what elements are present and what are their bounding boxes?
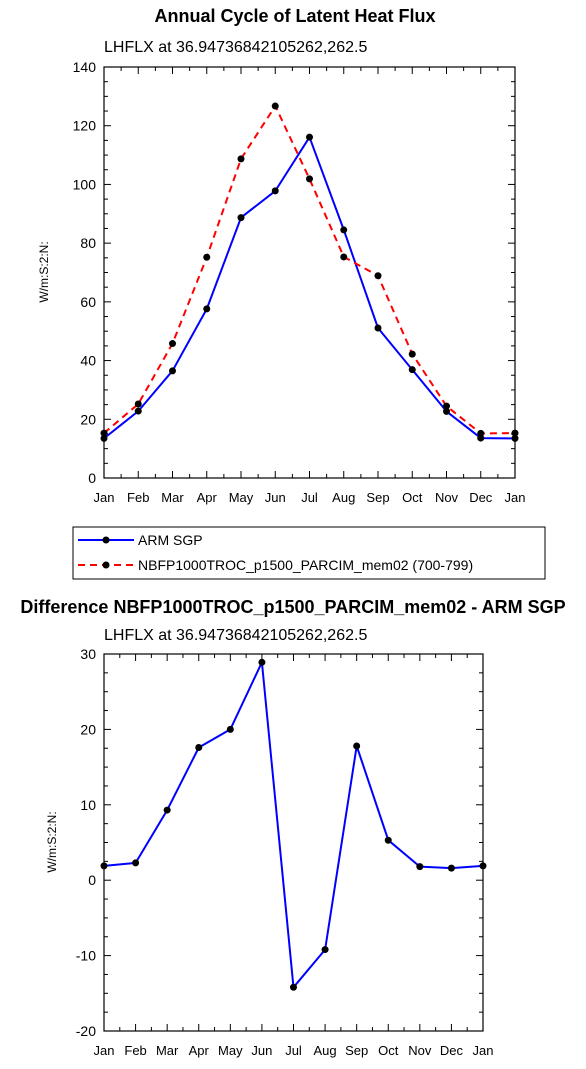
data-point-s0-1	[132, 859, 140, 867]
data-point-s0-12	[511, 434, 519, 442]
data-point-s0-3	[195, 743, 203, 751]
chart1-ylabel: W/m:S:2:N:	[37, 241, 51, 302]
data-point-s0-2	[169, 367, 176, 375]
x-tick-label: Jan	[94, 1043, 115, 1058]
data-point-s1-0	[100, 429, 108, 437]
data-point-s0-2	[163, 806, 171, 814]
data-point-s0-8	[374, 324, 382, 332]
x-tick-label: Sep	[366, 490, 389, 505]
x-tick-label: Dec	[440, 1043, 464, 1058]
legend-label-model: NBFP1000TROC_p1500_PARCIM_mem02 (700-799…	[138, 557, 473, 573]
data-point-s1-10	[443, 402, 450, 410]
x-tick-label: May	[229, 490, 254, 505]
data-point-s0-9	[408, 366, 416, 374]
y-tick-label: 60	[80, 294, 96, 310]
data-point-s1-1	[134, 400, 142, 408]
data-point-s0-5	[271, 187, 279, 195]
data-point-s1-2	[169, 340, 176, 348]
data-point-s0-9	[384, 836, 392, 844]
data-point-s0-1	[134, 407, 142, 415]
data-point-s0-7	[321, 946, 329, 954]
x-tick-label: Oct	[378, 1043, 399, 1058]
data-point-s1-11	[477, 429, 485, 437]
y-tick-label: -20	[76, 1023, 96, 1039]
series-line-0	[103, 661, 484, 989]
y-tick-label: 20	[80, 721, 96, 737]
x-tick-label: Aug	[332, 490, 355, 505]
x-tick-label: Jan	[473, 1043, 494, 1058]
x-tick-label: Apr	[197, 490, 218, 505]
y-tick-label: 20	[80, 411, 96, 427]
y-tick-label: 140	[73, 59, 97, 75]
chart2-ylabel: W/m:S:2:N:	[45, 811, 59, 872]
x-tick-label: Mar	[156, 1043, 179, 1058]
legend-box	[72, 526, 546, 580]
data-point-s0-12	[479, 862, 487, 870]
data-point-s1-4	[237, 155, 245, 163]
x-tick-label: Oct	[402, 490, 423, 505]
y-tick-label: 10	[80, 797, 96, 813]
x-tick-label: Nov	[435, 490, 459, 505]
y-tick-label: 0	[88, 470, 96, 486]
data-point-s1-12	[511, 429, 519, 437]
x-tick-label: Mar	[161, 490, 184, 505]
chart2-plot: -20 -10 0 10 20 30 Jan Feb Mar Apr May Jun Jul Aug Sep…	[76, 646, 494, 1058]
x-tick-label: Dec	[469, 490, 493, 505]
data-point-s0-7	[340, 226, 348, 234]
x-tick-label: Feb	[127, 490, 149, 505]
data-point-s0-0	[100, 862, 108, 870]
legend-marker-model	[102, 561, 110, 569]
data-point-s0-0	[100, 434, 108, 442]
x-tick-label: Jul	[285, 1043, 302, 1058]
series-line-0	[103, 136, 516, 440]
x-tick-label: Jun	[265, 490, 286, 505]
x-tick-label: Jan	[94, 490, 115, 505]
chart1-plot: 0 20 40 60 80 100 120 140 Jan Feb Mar Apr May Jun Jul A…	[73, 59, 526, 505]
x-tick-label: Aug	[314, 1043, 337, 1058]
data-point-s0-6	[290, 983, 297, 991]
data-point-s0-8	[353, 742, 361, 750]
x-tick-label: Feb	[124, 1043, 146, 1058]
y-tick-label: -10	[76, 948, 96, 964]
data-point-s0-4	[237, 214, 245, 222]
legend-label-arm: ARM SGP	[138, 532, 203, 548]
x-tick-label: Jan	[505, 490, 526, 505]
y-tick-label: 40	[80, 353, 96, 369]
data-point-s1-9	[408, 350, 416, 358]
chart2-subtitle: LHFLX at 36.94736842105262,262.5	[104, 627, 367, 644]
data-point-s1-8	[374, 272, 382, 280]
x-tick-label: Jul	[301, 490, 318, 505]
data-point-s0-3	[203, 305, 211, 313]
x-tick-label: Sep	[345, 1043, 368, 1058]
data-point-s1-6	[306, 175, 313, 183]
x-tick-label: Jun	[251, 1043, 272, 1058]
data-point-s0-4	[226, 725, 234, 733]
y-tick-label: 120	[73, 118, 97, 134]
data-point-s1-7	[340, 253, 348, 261]
x-tick-label: Apr	[189, 1043, 210, 1058]
data-point-s0-10	[416, 863, 424, 871]
x-tick-label: May	[218, 1043, 243, 1058]
data-point-s0-10	[443, 407, 450, 415]
chart1-title: Annual Cycle of Latent Heat Flux	[154, 6, 435, 26]
data-point-s0-5	[258, 658, 266, 666]
series-line-1	[103, 105, 516, 435]
plot-frame	[103, 653, 484, 1032]
x-tick-label: Nov	[408, 1043, 432, 1058]
data-point-s0-11	[447, 864, 455, 872]
legend-marker-arm	[102, 536, 110, 544]
data-point-s1-5	[271, 102, 279, 110]
chart2-title: Difference NBFP1000TROC_p1500_PARCIM_mem…	[20, 597, 565, 617]
y-tick-label: 80	[80, 235, 96, 251]
y-tick-label: 100	[73, 176, 97, 192]
chart1-subtitle: LHFLX at 36.94736842105262,262.5	[104, 39, 367, 56]
y-tick-label: 30	[80, 646, 96, 662]
y-tick-label: 0	[88, 872, 96, 888]
data-point-s0-6	[306, 133, 313, 141]
data-point-s1-3	[203, 253, 211, 261]
